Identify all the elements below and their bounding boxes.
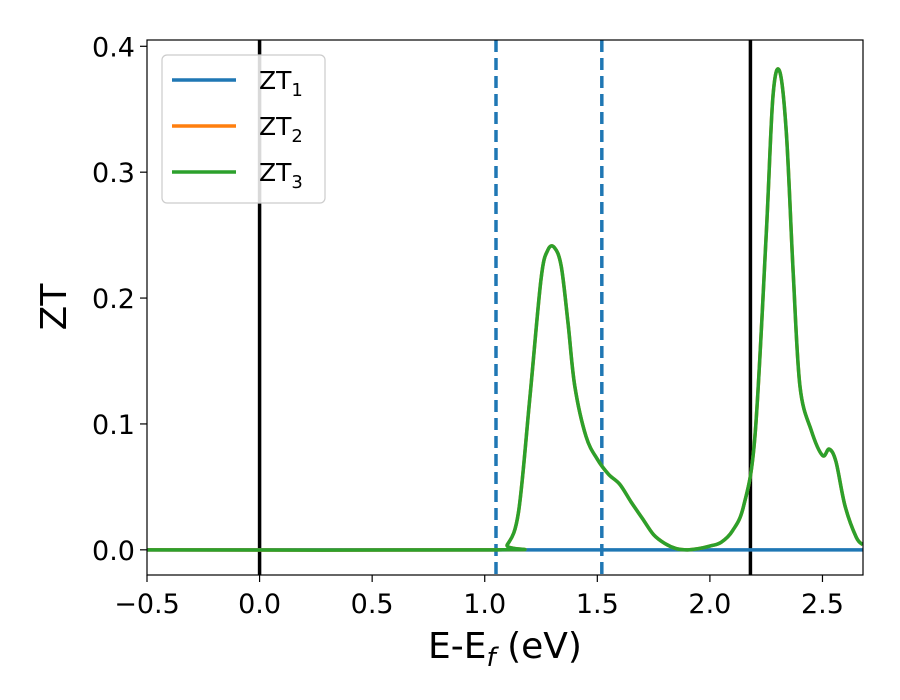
x-tick-label: 0.5 [351,589,394,620]
y-tick-label: 0.2 [92,284,135,315]
y-axis-ticks: 0.0 0.1 0.2 0.3 0.4 [92,32,147,567]
x-tick-label: 0.0 [238,589,281,620]
legend-box [161,54,326,204]
x-tick-label: 2.5 [801,589,844,620]
y-tick-label: 0.3 [92,158,135,189]
x-tick-label: 1.0 [463,589,506,620]
x-tick-label: 2.0 [688,589,731,620]
x-axis-ticks: −0.5 0.0 0.5 1.0 1.5 2.0 2.5 [114,575,844,620]
series-lines [147,67,863,552]
y-tick-label: 0.0 [92,536,135,567]
legend-label-2: ZT2 [259,112,303,147]
x-tick-label: 1.5 [576,589,619,620]
series-line-3 [147,67,863,552]
y-tick-label: 0.4 [92,32,135,63]
x-tick-label: −0.5 [114,589,180,620]
y-axis-label: ZT [34,283,75,331]
legend-label-3: ZT3 [259,158,303,193]
x-axis-label: E-Ef (eV) [428,626,582,673]
plot-frame [146,39,864,576]
y-tick-label: 0.1 [92,410,135,441]
legend-label-1: ZT1 [259,66,303,101]
legend: ZT1 ZT2 ZT3 [161,54,326,204]
